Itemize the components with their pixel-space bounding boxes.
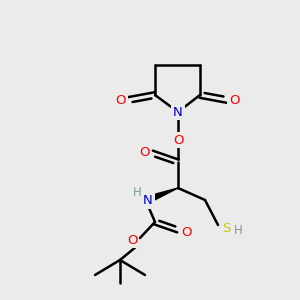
Text: N: N (173, 106, 183, 118)
Text: O: O (229, 94, 239, 106)
Text: O: O (181, 226, 191, 238)
Text: O: O (139, 146, 149, 158)
Text: H: H (234, 224, 242, 238)
Text: H: H (133, 185, 141, 199)
Text: N: N (143, 194, 153, 208)
Polygon shape (146, 188, 178, 203)
Text: O: O (127, 233, 137, 247)
Text: S: S (222, 221, 230, 235)
Text: O: O (116, 94, 126, 106)
Text: O: O (173, 134, 183, 146)
